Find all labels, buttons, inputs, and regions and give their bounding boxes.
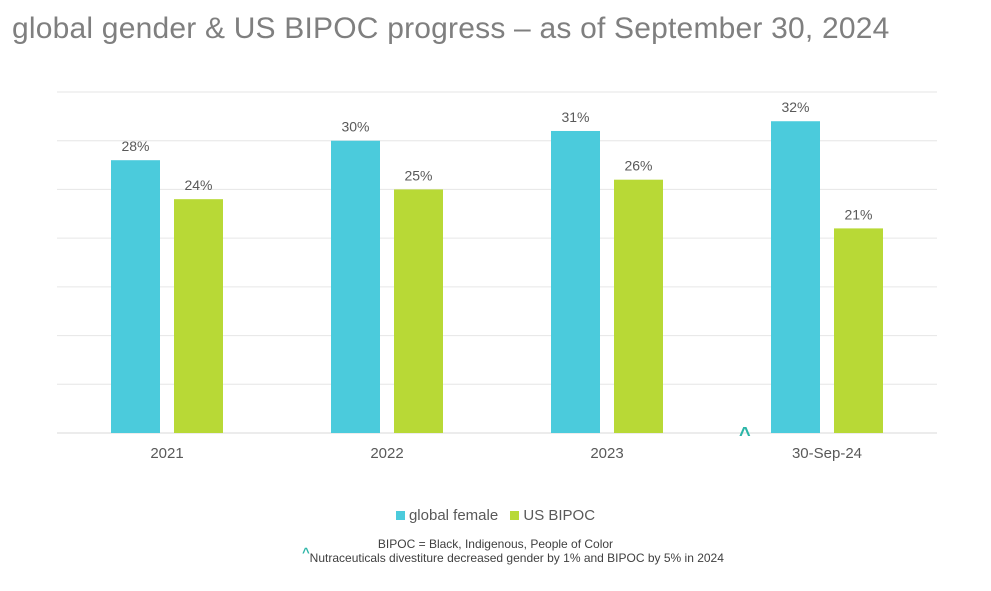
data-label: 32% (781, 99, 809, 115)
legend-label-us-bipoc: US BIPOC (523, 507, 596, 524)
legend-item-us-bipoc: US BIPOC (510, 507, 595, 524)
x-tick-label: 2021 (150, 445, 183, 462)
legend-swatch-us-bipoc (510, 511, 520, 520)
data-label: 31% (561, 109, 589, 125)
bar-global-female-2022 (331, 140, 380, 433)
bar-global-female-30-sep-24 (771, 121, 820, 433)
bar-us-bipoc-2023 (614, 179, 663, 433)
footnote-caret: ^ (302, 545, 310, 560)
bar-us-bipoc-2022 (394, 189, 443, 433)
data-label: 25% (404, 167, 432, 183)
chart-title: global gender & US BIPOC progress – as o… (12, 12, 890, 45)
data-label: 30% (341, 119, 369, 135)
bar-us-bipoc-2021 (174, 199, 223, 433)
x-tick-label: 2023 (590, 445, 623, 462)
data-label: 21% (844, 206, 872, 222)
data-label: 26% (624, 158, 652, 174)
legend-swatch-global-female (395, 511, 405, 520)
legend-item-global-female: global female (395, 507, 499, 524)
chart-legend: global female US BIPOC (0, 507, 991, 524)
caret-annotation-mark: ^ (739, 424, 751, 446)
bar-us-bipoc-30-sep-24 (834, 228, 883, 433)
footnote-text: Nutraceuticals divestiture decreased gen… (309, 551, 724, 565)
x-tick-label: 30-Sep-24 (792, 445, 862, 462)
x-tick-label: 2022 (370, 445, 403, 462)
bipoc-definition-footnote: BIPOC = Black, Indigenous, People of Col… (377, 537, 614, 551)
bar-global-female-2023 (551, 130, 600, 433)
data-label: 28% (121, 138, 149, 154)
data-label: 24% (184, 177, 212, 193)
divestiture-footnote: ^Nutraceuticals divestiture decreased ge… (0, 546, 991, 565)
bar-global-female-2021 (111, 160, 160, 433)
legend-label-global-female: global female (408, 507, 499, 524)
